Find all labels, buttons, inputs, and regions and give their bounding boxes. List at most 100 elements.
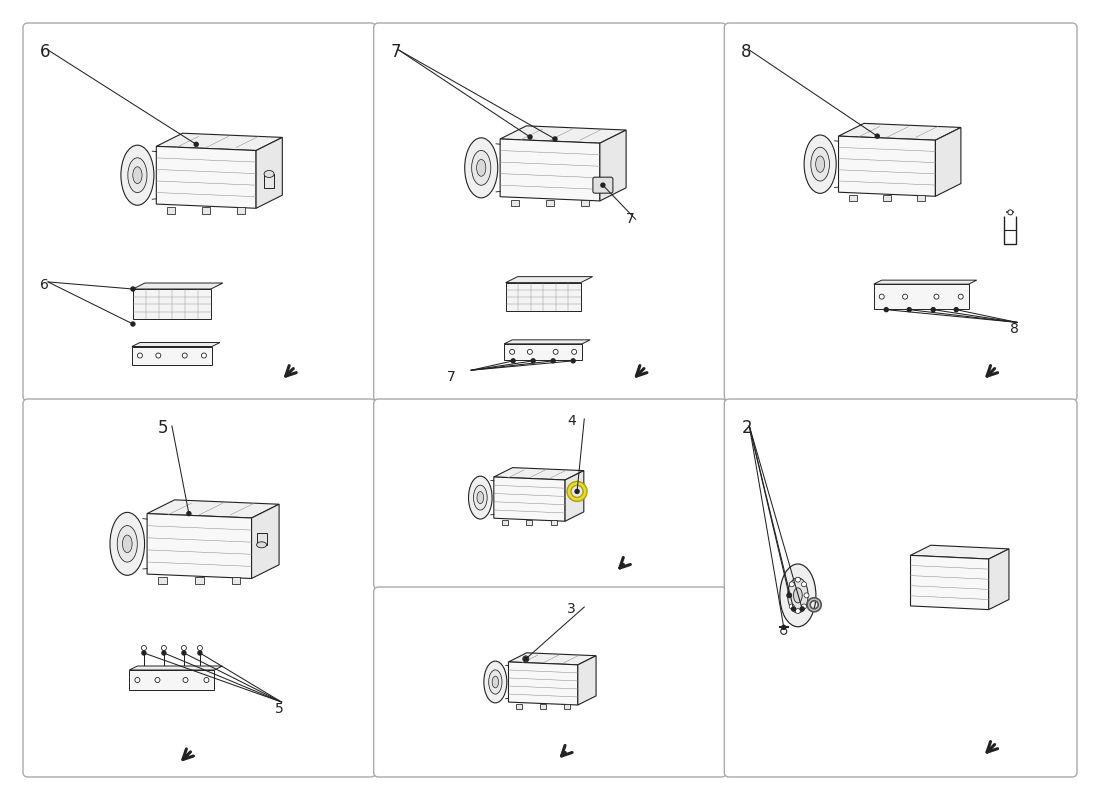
Ellipse shape: [804, 135, 836, 194]
Polygon shape: [130, 670, 214, 690]
Circle shape: [601, 183, 605, 187]
Polygon shape: [130, 666, 222, 670]
Circle shape: [782, 626, 785, 630]
Bar: [167, 207, 176, 214]
Polygon shape: [500, 126, 626, 143]
Circle shape: [142, 651, 146, 655]
Polygon shape: [935, 127, 961, 196]
Bar: [916, 195, 925, 202]
Ellipse shape: [473, 485, 487, 510]
Polygon shape: [256, 138, 283, 208]
Text: 8: 8: [1010, 322, 1020, 336]
Polygon shape: [133, 289, 211, 319]
Polygon shape: [147, 500, 279, 518]
Circle shape: [204, 678, 209, 682]
Circle shape: [572, 350, 576, 354]
FancyBboxPatch shape: [374, 23, 726, 401]
Circle shape: [522, 656, 529, 662]
Circle shape: [879, 294, 884, 299]
Bar: [264, 174, 274, 188]
Ellipse shape: [118, 526, 138, 562]
Circle shape: [162, 646, 166, 650]
Ellipse shape: [122, 535, 132, 553]
Bar: [231, 578, 240, 584]
Circle shape: [553, 137, 557, 141]
FancyBboxPatch shape: [23, 399, 376, 777]
Polygon shape: [494, 467, 584, 480]
Text: 7: 7: [626, 212, 634, 226]
Circle shape: [198, 651, 202, 655]
Circle shape: [131, 322, 135, 326]
Text: 8: 8: [741, 43, 751, 61]
Bar: [236, 207, 245, 214]
Bar: [158, 578, 167, 584]
Ellipse shape: [264, 170, 274, 178]
FancyBboxPatch shape: [23, 23, 376, 401]
Polygon shape: [132, 342, 220, 346]
Circle shape: [954, 308, 958, 312]
Ellipse shape: [128, 158, 147, 193]
Polygon shape: [506, 277, 593, 282]
Ellipse shape: [476, 159, 486, 176]
Bar: [527, 521, 532, 525]
Circle shape: [531, 359, 535, 363]
Text: 7: 7: [390, 43, 402, 61]
Polygon shape: [156, 146, 256, 208]
Polygon shape: [132, 346, 212, 365]
Bar: [540, 704, 546, 709]
Circle shape: [197, 646, 202, 650]
Bar: [564, 704, 570, 709]
Text: 2: 2: [741, 419, 752, 437]
Text: GTS: GTS: [812, 139, 1088, 261]
Circle shape: [903, 294, 907, 299]
Circle shape: [781, 628, 786, 634]
Polygon shape: [911, 555, 989, 610]
Polygon shape: [911, 546, 1009, 559]
Circle shape: [183, 678, 188, 682]
Ellipse shape: [816, 156, 825, 172]
Circle shape: [524, 657, 528, 661]
Circle shape: [802, 604, 806, 609]
Circle shape: [553, 350, 558, 354]
Bar: [516, 704, 521, 709]
Circle shape: [509, 350, 515, 354]
Ellipse shape: [469, 476, 492, 519]
Text: a passion: a passion: [466, 430, 653, 550]
Circle shape: [182, 646, 186, 650]
Circle shape: [908, 308, 911, 312]
Bar: [502, 521, 507, 525]
Circle shape: [795, 577, 801, 582]
Circle shape: [804, 593, 808, 598]
Polygon shape: [838, 136, 935, 196]
Circle shape: [528, 135, 532, 139]
Ellipse shape: [811, 147, 829, 181]
Polygon shape: [989, 549, 1009, 610]
Circle shape: [932, 308, 935, 312]
Polygon shape: [156, 134, 283, 150]
Polygon shape: [508, 653, 596, 665]
Polygon shape: [504, 340, 590, 344]
Circle shape: [786, 593, 792, 598]
Circle shape: [876, 134, 879, 138]
Bar: [202, 207, 210, 214]
Polygon shape: [600, 130, 626, 201]
Bar: [883, 195, 891, 202]
Circle shape: [527, 350, 532, 354]
Bar: [546, 200, 554, 206]
Circle shape: [800, 607, 804, 611]
Polygon shape: [494, 477, 565, 522]
Circle shape: [884, 308, 888, 312]
Circle shape: [138, 353, 142, 358]
Circle shape: [934, 294, 939, 299]
Bar: [510, 200, 519, 206]
Polygon shape: [508, 662, 578, 705]
Circle shape: [187, 511, 191, 515]
Polygon shape: [504, 344, 582, 360]
Ellipse shape: [121, 145, 154, 206]
Ellipse shape: [477, 491, 484, 504]
Polygon shape: [578, 656, 596, 705]
Polygon shape: [873, 280, 977, 284]
Circle shape: [183, 353, 187, 358]
Text: 5: 5: [275, 702, 284, 716]
Polygon shape: [147, 514, 252, 578]
